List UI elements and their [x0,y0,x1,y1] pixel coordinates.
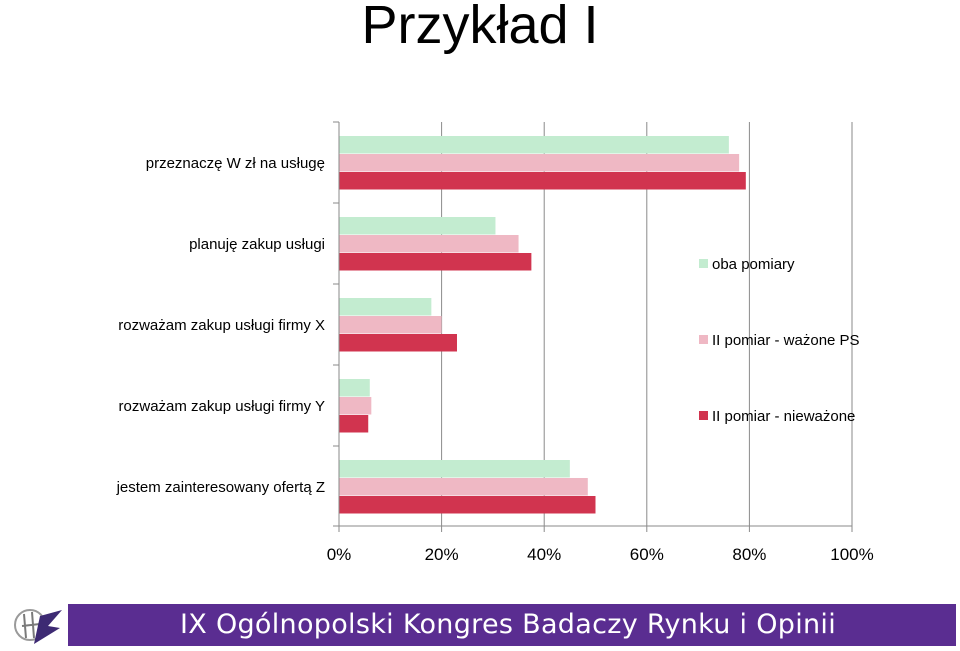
bar [339,298,432,316]
legend-label: oba pomiary [712,256,795,273]
x-tick-label: 60% [630,545,664,564]
bar [339,154,740,172]
axes [333,121,853,532]
legend: oba pomiary II pomiar - ważone PS II pomia… [699,256,860,425]
x-tick-label: 80% [732,545,766,564]
category-label: planuję zakup usługi [189,236,325,253]
bar [339,136,729,154]
legend-label: II pomiar - ważone PS [712,332,860,349]
bar [339,379,370,397]
bar [339,172,746,190]
legend-label: II pomiar - nieważone [712,408,855,425]
footer-text: IX Ogólnopolski Kongres Badaczy Rynku i … [180,609,837,640]
bar-chart: przeznaczę W zł na usługę planuję zakup u… [116,121,874,564]
bars [339,136,746,514]
bar [339,397,372,415]
category-label: przeznaczę W zł na usługę [146,155,325,172]
bar [339,316,442,334]
legend-swatch [699,411,708,420]
bar [339,460,570,478]
bar [339,496,596,514]
slide-title: Przykład I [361,0,599,55]
congress-logo [4,604,68,646]
bar [339,478,588,496]
category-labels: przeznaczę W zł na usługę planuję zakup u… [116,155,325,496]
category-label: jestem zainteresowany ofertą Z [116,479,325,496]
category-label: rozważam zakup usługi firmy Y [119,398,325,415]
bar [339,235,519,253]
tick-labels: 0% 20% 40% 60% 80% 100% [327,545,874,564]
bar [339,415,369,433]
bar [339,253,532,271]
x-tick-label: 20% [425,545,459,564]
category-label: rozważam zakup usługi firmy X [118,317,325,334]
x-tick-label: 0% [327,545,352,564]
legend-swatch [699,335,708,344]
legend-swatch [699,259,708,268]
bar [339,217,496,235]
x-tick-label: 40% [527,545,561,564]
x-tick-label: 100% [830,545,873,564]
footer-banner: IX Ogólnopolski Kongres Badaczy Rynku i … [4,604,956,646]
bar [339,334,457,352]
